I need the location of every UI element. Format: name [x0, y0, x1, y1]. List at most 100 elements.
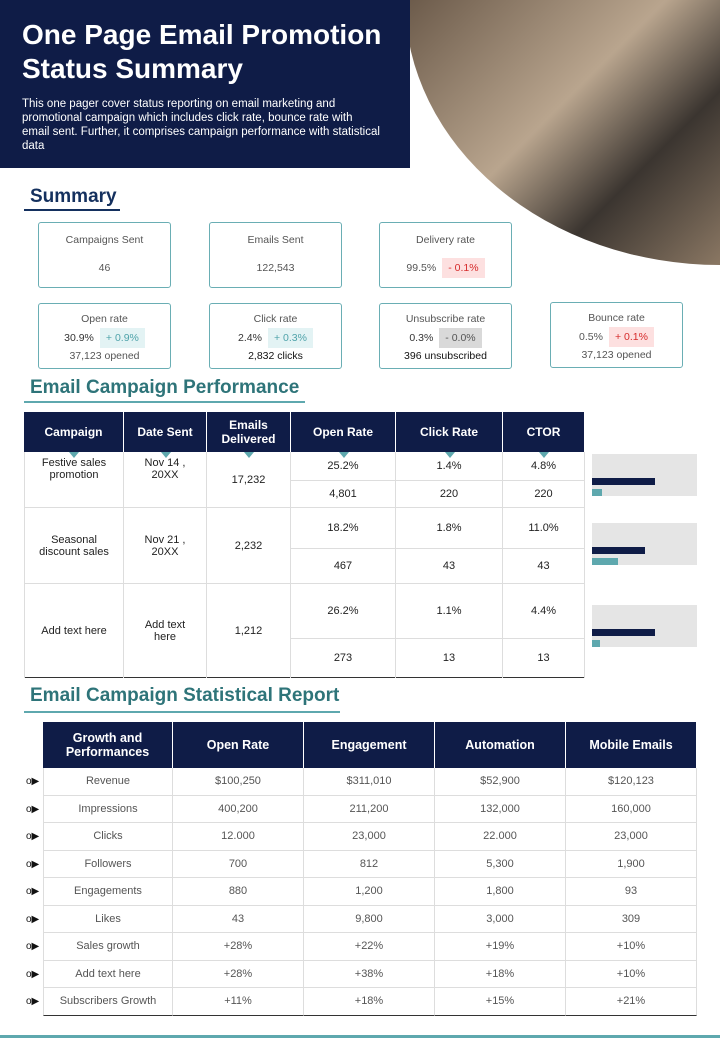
performance-heading: Email Campaign Performance: [30, 377, 300, 398]
card-value-row: 0.3% - 0.0%: [380, 327, 511, 349]
cell: 25.2%: [291, 452, 396, 480]
card-value: 0.5%: [579, 331, 603, 343]
card-label: Bounce rate: [588, 312, 645, 324]
cell: 812: [304, 850, 435, 878]
cell: +10%: [566, 933, 697, 961]
card-change: + 0.1%: [608, 327, 654, 347]
cell: 23,000: [304, 823, 435, 851]
table-header-cell: Campaign: [24, 412, 124, 452]
cell: 700: [173, 850, 304, 878]
row-line: [291, 548, 585, 549]
card-note: 2,832 clicks: [248, 350, 303, 362]
cell: 309: [566, 905, 697, 933]
summary-card: Delivery rate 99.5% - 0.1%: [379, 222, 512, 288]
cell: $120,123: [566, 768, 697, 796]
cell: +21%: [566, 988, 697, 1016]
table-header-cell: Open Rate: [291, 412, 396, 452]
cell: 4.4%: [503, 584, 585, 638]
table-header-cell: Date Sent: [124, 412, 207, 452]
card-change: - 0.1%: [442, 258, 485, 278]
mini-bar: [592, 640, 600, 647]
cell: 4.8%: [503, 452, 585, 480]
cell: Impressions: [43, 795, 173, 823]
summary-card: Click rate 2.4% + 0.3% 2,832 clicks: [209, 303, 342, 369]
card-label: Open rate: [81, 313, 128, 325]
cell: Nov 21 , 20XX: [124, 508, 207, 584]
card-change: - 0.0%: [439, 328, 482, 348]
cell: Add text here: [24, 584, 124, 678]
card-label: Emails Sent: [247, 234, 304, 246]
card-value-row: 2.4% + 0.3%: [210, 327, 341, 349]
cell: 1,800: [435, 878, 566, 906]
cell: 1,900: [566, 850, 697, 878]
cell: 26.2%: [291, 584, 396, 638]
cell: Seasonal discount sales: [24, 508, 124, 584]
row-line: [291, 638, 585, 639]
cell: +19%: [435, 933, 566, 961]
summary-heading: Summary: [30, 186, 117, 207]
cell: Sales growth: [43, 933, 173, 961]
cell: Likes: [43, 905, 173, 933]
cell: +28%: [173, 933, 304, 961]
row-marker: o▶: [26, 913, 40, 925]
row-line: [24, 507, 585, 508]
header-pointer: [69, 452, 79, 458]
cell: +10%: [566, 960, 697, 988]
card-value-row: 46: [39, 257, 170, 279]
card-label: Delivery rate: [416, 234, 475, 246]
card-value: 2.4%: [238, 332, 262, 344]
table-header-cell: Click Rate: [396, 412, 503, 452]
cell: $52,900: [435, 768, 566, 796]
cell: Add text here: [43, 960, 173, 988]
table-header-cell: Open Rate: [173, 722, 304, 768]
cell: 18.2%: [291, 508, 396, 548]
cell: +22%: [304, 933, 435, 961]
cell: 11.0%: [503, 508, 585, 548]
cell: 220: [503, 480, 585, 508]
cell: +18%: [304, 988, 435, 1016]
cell: 400,200: [173, 795, 304, 823]
card-value-row: 122,543: [210, 257, 341, 279]
cell: 160,000: [566, 795, 697, 823]
card-value: 46: [98, 262, 111, 274]
cell: 3,000: [435, 905, 566, 933]
card-value-row: 99.5% - 0.1%: [380, 257, 511, 279]
cell: Followers: [43, 850, 173, 878]
header-pointer: [244, 452, 254, 458]
summary-card: Unsubscribe rate 0.3% - 0.0% 396 unsubscrib…: [379, 303, 512, 369]
cell: +38%: [304, 960, 435, 988]
mini-bar: [592, 478, 655, 485]
footer-line: [0, 1035, 720, 1038]
row-marker: o▶: [26, 968, 40, 980]
mini-chart: [592, 605, 697, 647]
card-value-row: 30.9% + 0.9%: [39, 327, 170, 349]
cell: Festive sales promotion: [24, 452, 124, 508]
card-note: 37,123 opened: [69, 350, 140, 362]
cell: 23,000: [566, 823, 697, 851]
summary-card: Emails Sent 122,543: [209, 222, 342, 288]
mini-bar: [592, 558, 618, 565]
table-header-cell: Mobile Emails: [566, 722, 697, 768]
cell: 273: [291, 638, 396, 678]
row-marker: o▶: [26, 941, 40, 952]
underline: [24, 209, 120, 211]
cell: 220: [396, 480, 503, 508]
table-header-cell: Automation: [435, 722, 566, 768]
table-header-cell: Emails Delivered: [207, 412, 291, 452]
cell: 12.000: [173, 823, 304, 851]
description: This one pager cover status reporting on…: [22, 98, 380, 152]
row-marker: o▶: [26, 776, 40, 787]
cell: 5,300: [435, 850, 566, 878]
cell: Revenue: [43, 768, 173, 796]
cell: +18%: [435, 960, 566, 988]
row-marker: o▶: [26, 858, 40, 870]
cell: Subscribers Growth: [43, 988, 173, 1016]
card-label: Unsubscribe rate: [405, 313, 486, 325]
table-header-cell: Growth and Performances: [43, 722, 173, 768]
cell: 9,800: [304, 905, 435, 933]
card-label: Campaigns Sent: [65, 234, 144, 246]
row-line: [24, 583, 585, 584]
cell: 13: [396, 638, 503, 678]
underline: [24, 711, 340, 713]
